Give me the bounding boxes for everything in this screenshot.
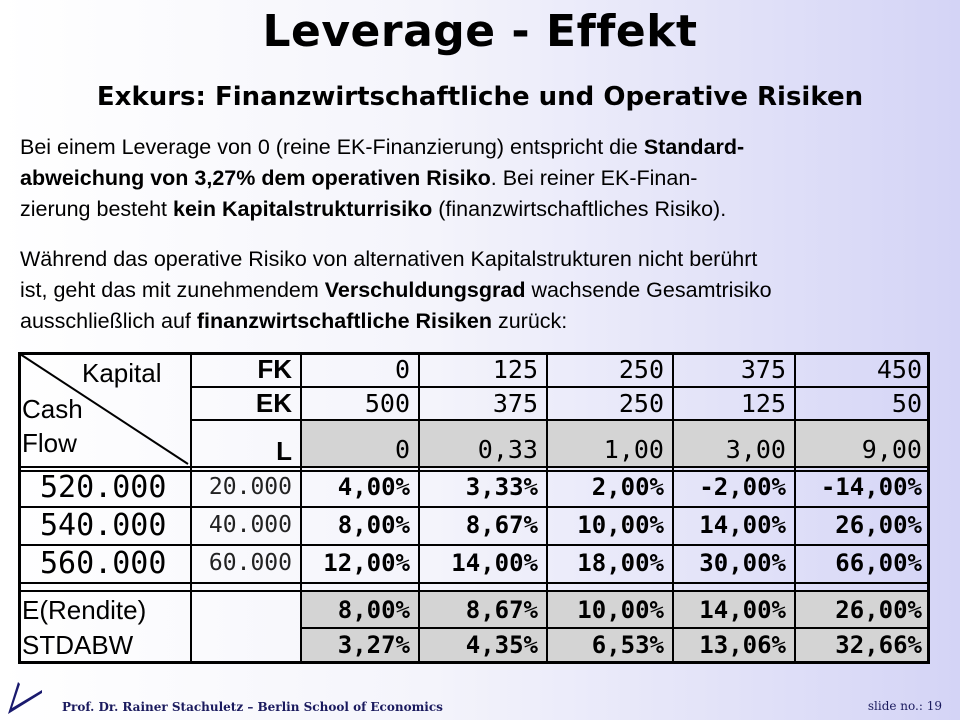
fk-cell: 450 (876, 354, 922, 384)
slide-subtitle: Exkurs: Finanzwirtschaftliche und Operat… (96, 82, 864, 112)
corner-cash-label: Cash (22, 393, 83, 424)
cashflow-value: 520.000 (40, 469, 167, 505)
return-cell: 3,33% (465, 473, 538, 501)
return-cell: -14,00% (820, 473, 922, 501)
row-label-l: L (276, 435, 292, 466)
std-deviation-cell: 32,66% (835, 631, 922, 659)
footer-author: Prof. Dr. Rainer Stachuletz – Berlin Sch… (62, 700, 443, 714)
p2-bold-1: Verschuldungsgrad (324, 278, 526, 302)
expected-return-cell: 8,00% (337, 596, 410, 624)
return-cell: 2,00% (591, 473, 664, 501)
table-grid-line (18, 590, 930, 592)
p1-text-3: zierung besteht (20, 197, 173, 221)
table-grid-line (18, 582, 930, 584)
ek-cell: 500 (364, 388, 410, 418)
std-deviation-label: STDABW (22, 629, 134, 660)
fk-cell: 250 (618, 354, 664, 384)
p1-bold-2: abweichung von 3,27% dem operativen Risi… (20, 166, 491, 190)
row-label-ek: EK (255, 387, 292, 418)
return-cell: 66,00% (835, 549, 922, 577)
p2-text-5: zurück: (491, 309, 568, 333)
std-deviation-cell: 3,27% (337, 631, 410, 659)
leverage-cell: 3,00 (725, 434, 786, 464)
cashflow-value: 560.000 (40, 545, 167, 581)
expected-return-cell: 10,00% (577, 596, 664, 624)
return-cell: 18,00% (577, 549, 664, 577)
return-cell: 8,00% (337, 511, 410, 539)
table-grid-line (190, 352, 192, 664)
slide-title: Leverage - Effekt (262, 6, 698, 57)
table-grid-line (418, 352, 420, 664)
expected-return-label: E(Rendite) (22, 594, 147, 625)
p2-text-2: ist, geht das mit zunehmendem (20, 278, 325, 302)
std-deviation-cell: 6,53% (591, 631, 664, 659)
fk-cell: 0 (394, 354, 410, 384)
expected-return-cell: 14,00% (699, 596, 786, 624)
ek-cell: 50 (891, 388, 922, 418)
fk-cell: 125 (492, 354, 538, 384)
table-grid-line (546, 352, 548, 664)
ek-cell: 125 (740, 388, 786, 418)
p2-text-4: ausschließlich auf (20, 309, 197, 333)
table-border (18, 352, 21, 664)
expected-return-cell: 8,67% (465, 596, 538, 624)
ek-cell: 250 (618, 388, 664, 418)
fk-cell: 375 (740, 354, 786, 384)
leverage-table: Kapital Cash Flow FK EK L 0 125 250 375 … (18, 352, 930, 664)
table-border (927, 352, 930, 664)
table-border (18, 352, 930, 355)
leverage-cell: 0,33 (477, 434, 538, 464)
std-deviation-cell: 4,35% (465, 631, 538, 659)
slide-number: slide no.: 19 (867, 699, 942, 713)
return-cell: 10,00% (577, 511, 664, 539)
table-grid-line (300, 627, 930, 629)
corner-flow-label: Flow (22, 427, 77, 458)
return-cell: 12,00% (323, 549, 410, 577)
leverage-row-bg (300, 420, 930, 466)
p2-text-1: Während das operative Risiko von alterna… (20, 247, 758, 271)
p1-bold-1: Standard- (643, 135, 745, 159)
p1-text-2: . Bei reiner EK-Finan- (490, 166, 698, 190)
table-border (18, 661, 930, 664)
return-cell: 4,00% (337, 473, 410, 501)
return-cell: 8,67% (465, 511, 538, 539)
p2-bold-2: finanzwirtschaftliche Risiken (196, 309, 492, 333)
return-cell: 30,00% (699, 549, 786, 577)
table-grid-line (672, 352, 674, 664)
table-grid-line (18, 506, 930, 508)
p2-text-3: wachsende Gesamtrisiko (525, 278, 772, 302)
std-deviation-cell: 13,06% (699, 631, 786, 659)
table-grid-line (18, 466, 930, 468)
school-logo-icon (8, 682, 42, 714)
equity-return-value: 60.000 (208, 550, 292, 576)
p1-text-1: Bei einem Leverage von 0 (reine EK-Finan… (20, 135, 644, 159)
table-grid-line (794, 352, 796, 664)
corner-diagonal (19, 353, 189, 465)
table-grid-line (300, 352, 302, 664)
cashflow-value: 540.000 (40, 507, 167, 543)
leverage-cell: 0 (394, 434, 410, 464)
equity-return-value: 40.000 (208, 512, 292, 538)
p1-text-4: (finanzwirtschaftliches Risiko). (432, 197, 727, 221)
table-grid-line (190, 386, 930, 388)
leverage-cell: 9,00 (861, 434, 922, 464)
table-grid-line (18, 544, 930, 546)
return-cell: -2,00% (699, 473, 786, 501)
return-cell: 26,00% (835, 511, 922, 539)
leverage-cell: 1,00 (603, 434, 664, 464)
row-label-fk: FK (257, 353, 292, 384)
table-grid-line (18, 470, 930, 472)
table-grid-line (190, 419, 930, 421)
return-cell: 14,00% (699, 511, 786, 539)
p1-bold-3: kein Kapitalstrukturrisiko (173, 197, 433, 221)
paragraph-standard-deviation: Bei einem Leverage von 0 (reine EK-Finan… (20, 132, 955, 225)
ek-cell: 375 (492, 388, 538, 418)
equity-return-value: 20.000 (208, 474, 292, 500)
paragraph-risk: Während das operative Risiko von alterna… (20, 244, 955, 337)
expected-return-cell: 26,00% (835, 596, 922, 624)
return-cell: 14,00% (451, 549, 538, 577)
corner-kapital-label: Kapital (82, 357, 162, 388)
